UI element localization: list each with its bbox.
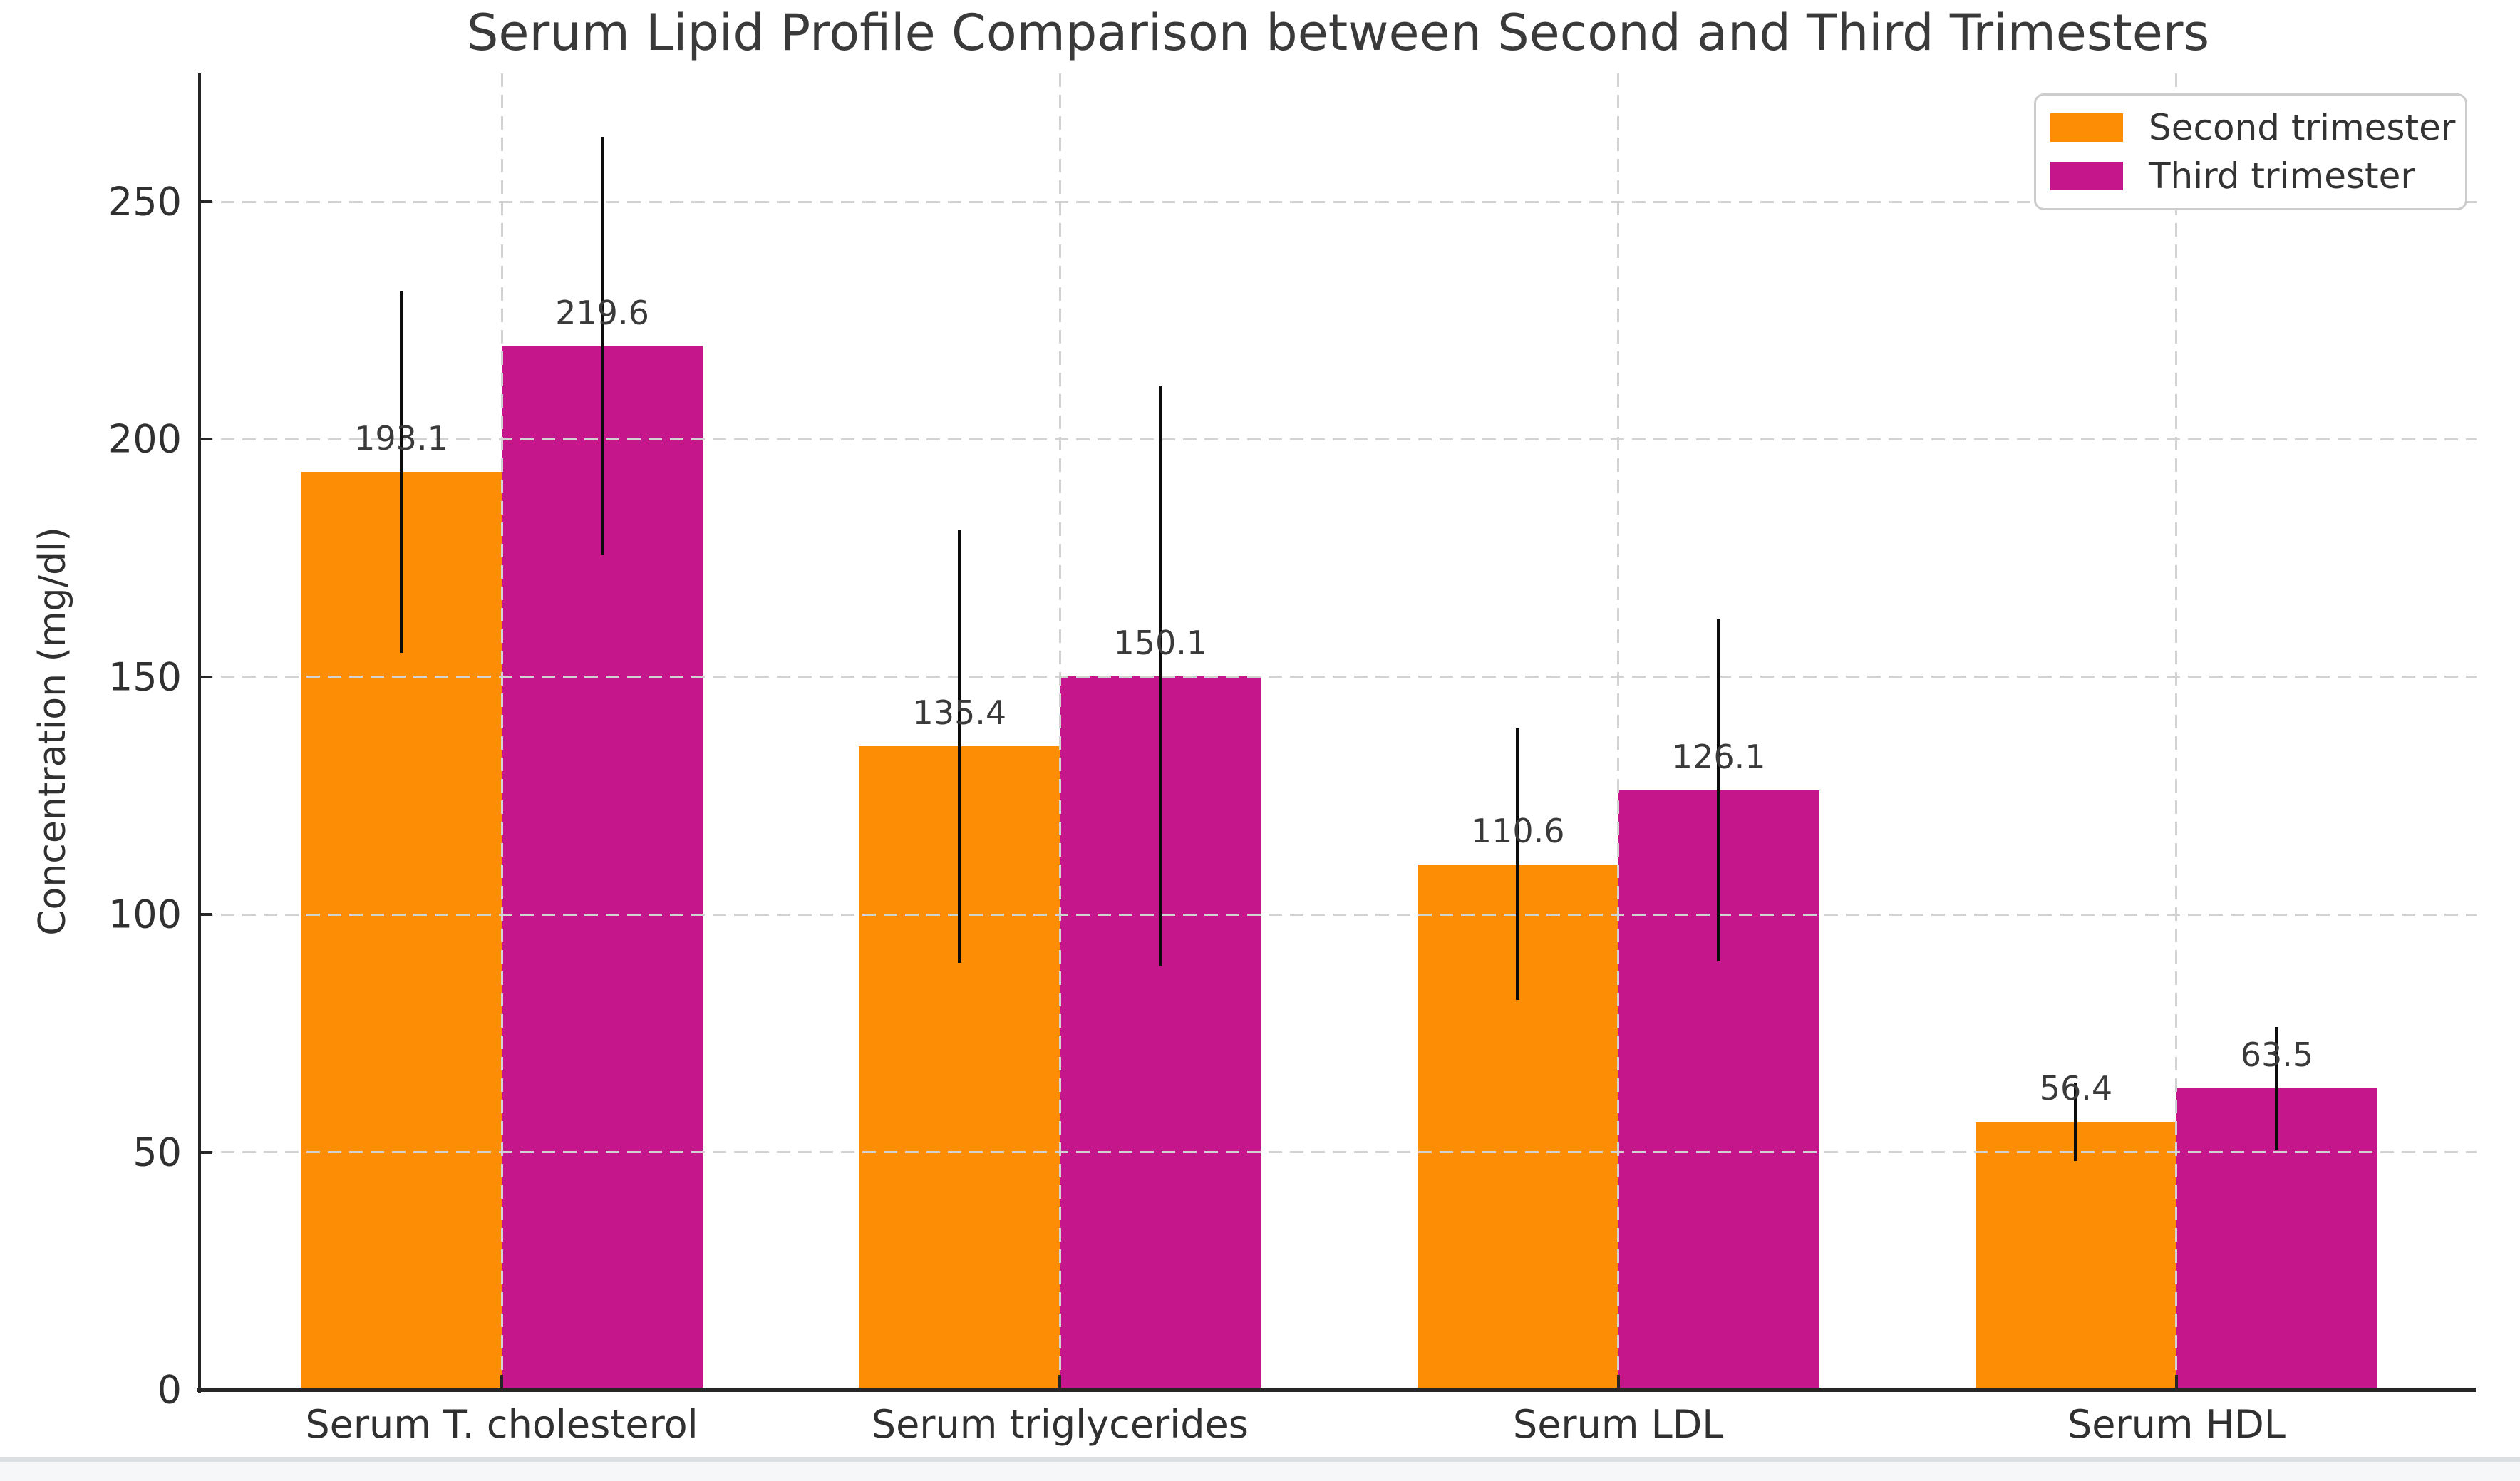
- y-tick-label: 0: [157, 1367, 182, 1413]
- error-bar: [1516, 728, 1520, 1000]
- x-axis-spine: [197, 1388, 2476, 1392]
- error-bar: [399, 291, 403, 653]
- legend-label-second-trimester: Second trimester: [2149, 107, 2456, 148]
- y-tick: [200, 1150, 212, 1154]
- y-axis-spine: [198, 73, 201, 1393]
- legend-swatch-second-trimester: [2050, 113, 2123, 142]
- y-gridline: [200, 676, 2477, 678]
- x-tick: [1616, 1375, 1620, 1388]
- category-label: Serum triglycerides: [871, 1402, 1249, 1447]
- y-gridline: [200, 913, 2477, 916]
- bottom-strip: [0, 1462, 2520, 1481]
- y-tick-label: 50: [133, 1130, 182, 1175]
- x-tick: [2174, 1375, 2178, 1388]
- y-tick-label: 250: [108, 179, 182, 225]
- error-bar: [2275, 1026, 2279, 1150]
- value-label: 110.6: [1470, 811, 1565, 850]
- value-label: 193.1: [354, 419, 448, 458]
- x-tick: [1058, 1375, 1062, 1388]
- error-bar: [1717, 619, 1721, 962]
- x-tick: [500, 1375, 503, 1388]
- y-axis-label: Concentration (mg/dl): [31, 527, 74, 936]
- y-tick: [200, 913, 212, 917]
- value-label: 219.6: [555, 293, 649, 332]
- y-tick-label: 150: [108, 654, 182, 700]
- chart-title: Serum Lipid Profile Comparison between S…: [466, 4, 2210, 62]
- y-tick: [200, 200, 212, 204]
- x-gridline: [1617, 73, 1620, 1390]
- legend: Second trimester Third trimester: [2034, 93, 2467, 210]
- y-gridline: [200, 438, 2477, 440]
- y-gridline: [200, 200, 2477, 203]
- value-label: 56.4: [2039, 1068, 2113, 1108]
- y-tick: [200, 438, 212, 441]
- error-bar: [957, 530, 961, 963]
- y-tick-label: 200: [108, 416, 182, 462]
- legend-item-second-trimester: Second trimester: [2050, 107, 2455, 148]
- y-tick: [200, 675, 212, 678]
- bar-second-trimester: [1975, 1121, 2176, 1390]
- category-label: Serum HDL: [2067, 1402, 2286, 1447]
- y-gridline: [200, 1151, 2477, 1154]
- error-bar: [2074, 1083, 2078, 1161]
- bottom-divider: [0, 1457, 2520, 1462]
- x-gridline: [2175, 73, 2178, 1390]
- value-label: 150.1: [1113, 624, 1208, 663]
- error-bar: [600, 137, 604, 556]
- error-bar: [1158, 386, 1162, 966]
- y-tick-label: 100: [108, 892, 182, 937]
- value-label: 126.1: [1671, 738, 1766, 777]
- legend-swatch-third-trimester: [2050, 162, 2123, 190]
- legend-item-third-trimester: Third trimester: [2050, 155, 2451, 197]
- x-gridline: [1058, 73, 1061, 1390]
- category-label: Serum LDL: [1512, 1402, 1724, 1447]
- plot-area: Second trimester Third trimester 0 50 100 1…: [108, 73, 2477, 1447]
- legend-label-third-trimester: Third trimester: [2149, 155, 2415, 197]
- value-label: 135.4: [912, 693, 1007, 733]
- category-label: Serum T. cholesterol: [305, 1402, 698, 1447]
- x-gridline: [500, 73, 503, 1390]
- value-label: 63.5: [2240, 1035, 2314, 1074]
